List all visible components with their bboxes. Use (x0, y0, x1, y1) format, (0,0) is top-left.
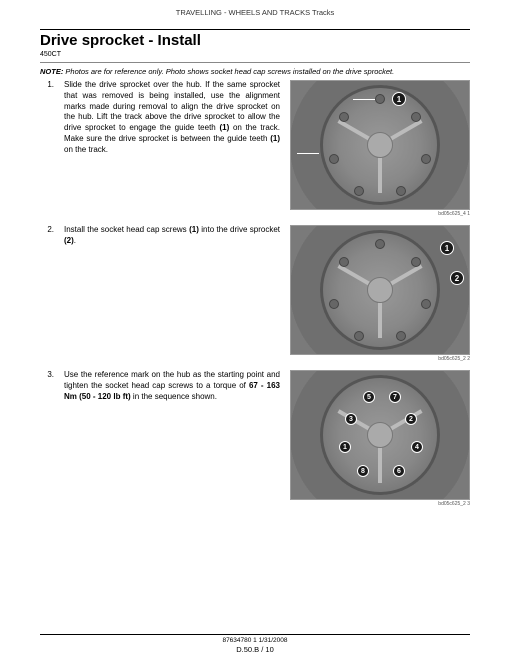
page-title: Drive sprocket - Install (40, 32, 470, 49)
callout-marker: 1 (392, 92, 406, 106)
callout-marker: 1 (440, 241, 454, 255)
note-label: NOTE: (40, 67, 63, 76)
step-text: Install the socket head cap screws (1) i… (64, 225, 280, 362)
page-content: Drive sprocket - Install 450CT NOTE: Pho… (0, 29, 510, 507)
step-number: 2. (40, 225, 54, 362)
step-number: 1. (40, 80, 54, 217)
step-row: 3. Use the reference mark on the hub as … (40, 370, 470, 507)
step-text: Slide the drive sprocket over the hub. I… (64, 80, 280, 217)
note-line: NOTE: Photos are for reference only. Pho… (40, 67, 470, 76)
sequence-marker: 2 (405, 413, 417, 425)
step-number: 3. (40, 370, 54, 507)
callout-marker: 2 (450, 271, 464, 285)
step-text-part: . (74, 236, 76, 245)
step-text-ref: (2) (64, 236, 74, 245)
sprocket-photo-3: 5 7 3 2 1 4 8 6 (290, 370, 470, 500)
image-caption: bd05c625_4 1 (290, 211, 470, 217)
step-text-ref: (1) (270, 134, 280, 143)
page-footer: 87634780 1 1/31/2008 D.50.B / 10 (40, 634, 470, 654)
sequence-marker: 1 (339, 441, 351, 453)
step-text-ref: (1) (189, 225, 199, 234)
page-header: TRAVELLING - WHEELS AND TRACKS Tracks (0, 0, 510, 29)
image-caption: bd05c625_2 2 (290, 356, 470, 362)
step-text-part: in the sequence shown. (131, 392, 217, 401)
title-divider-top (40, 29, 470, 30)
step-text-part: Install the socket head cap screws (64, 225, 189, 234)
note-text: Photos are for reference only. Photo sho… (63, 67, 394, 76)
image-caption: bd05c625_2 3 (290, 501, 470, 507)
step-image-column: 1 2 bd05c625_2 2 (290, 225, 470, 362)
sequence-marker: 5 (363, 391, 375, 403)
sequence-marker: 4 (411, 441, 423, 453)
title-divider-bottom (40, 62, 470, 63)
sequence-marker: 6 (393, 465, 405, 477)
step-text-ref: (1) (219, 123, 229, 132)
sprocket-photo-2: 1 2 (290, 225, 470, 355)
sprocket-photo-1: 1 (290, 80, 470, 210)
step-text-part: on the track. (64, 145, 108, 154)
footer-doc-id: 87634780 1 1/31/2008 (40, 637, 470, 644)
sequence-marker: 3 (345, 413, 357, 425)
step-row: 2. Install the socket head cap screws (1… (40, 225, 470, 362)
sequence-marker: 8 (357, 465, 369, 477)
footer-page-number: D.50.B / 10 (40, 645, 470, 654)
step-image-column: 1 bd05c625_4 1 (290, 80, 470, 217)
model-subtitle: 450CT (40, 51, 470, 58)
step-text: Use the reference mark on the hub as the… (64, 370, 280, 507)
step-text-part: into the drive sprocket (199, 225, 280, 234)
sequence-marker: 7 (389, 391, 401, 403)
step-image-column: 5 7 3 2 1 4 8 6 bd05c625_2 3 (290, 370, 470, 507)
step-row: 1. Slide the drive sprocket over the hub… (40, 80, 470, 217)
step-text-part: Use the reference mark on the hub as the… (64, 370, 280, 390)
